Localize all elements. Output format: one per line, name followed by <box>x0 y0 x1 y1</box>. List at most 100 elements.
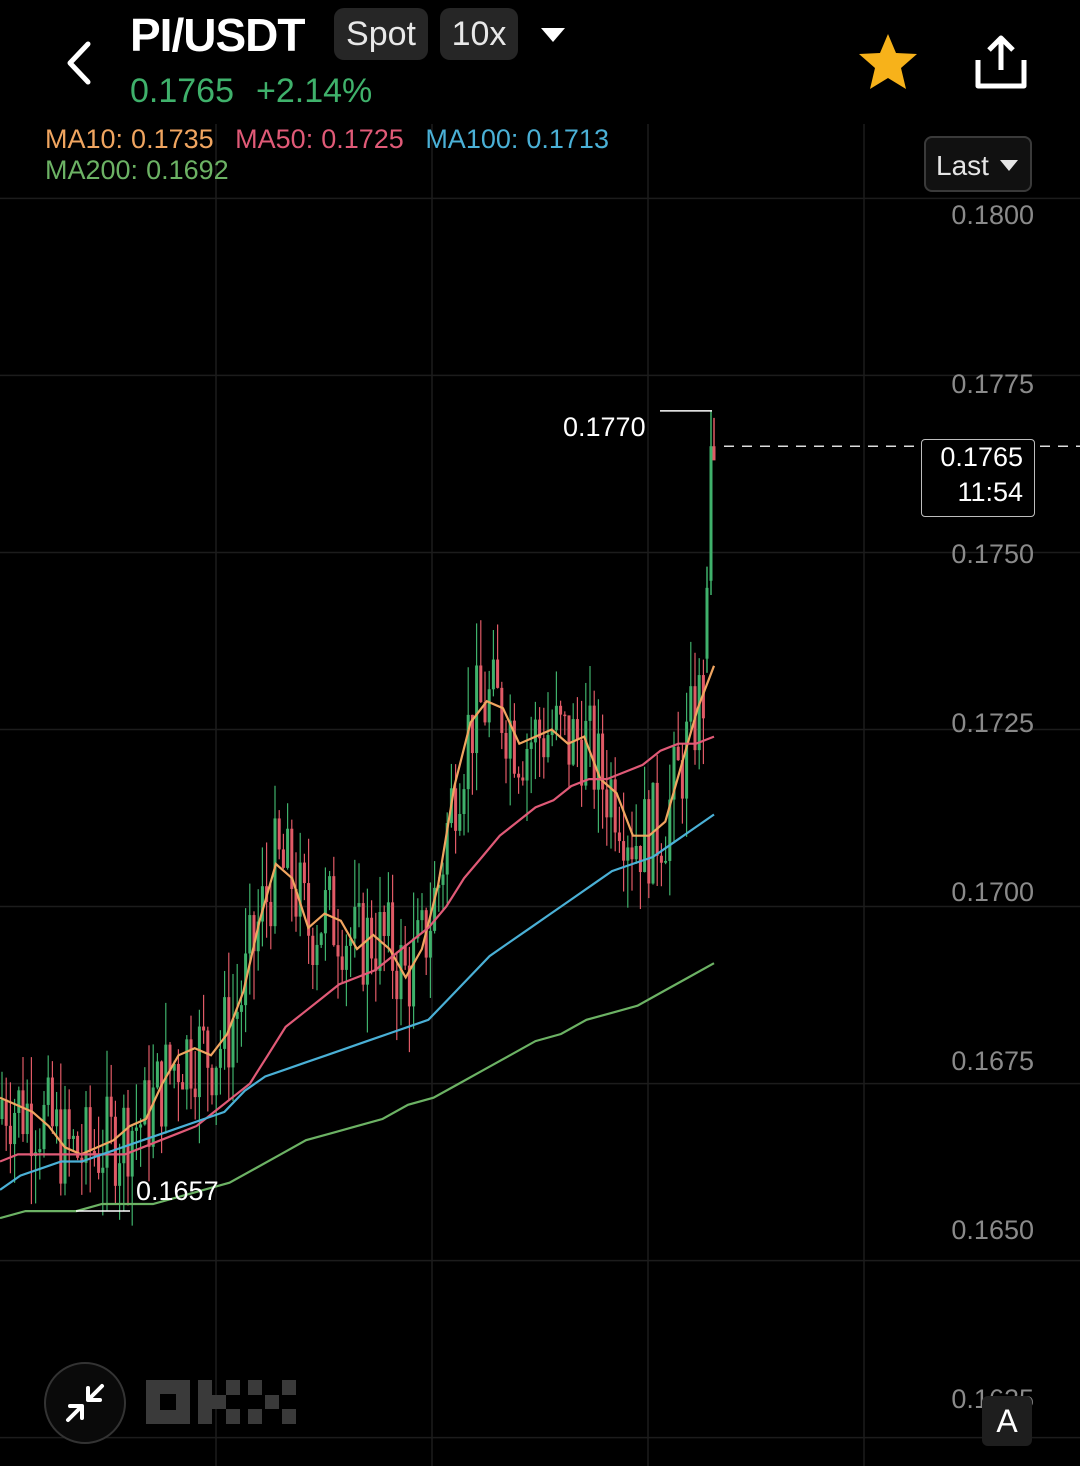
candle-body <box>109 1096 113 1117</box>
candle-body <box>680 760 684 799</box>
candle-body <box>382 912 386 936</box>
candle-body <box>433 887 437 931</box>
candle-body <box>67 1109 71 1139</box>
candle-body <box>323 890 327 934</box>
candle-body <box>508 720 512 759</box>
candle-body <box>46 1077 50 1105</box>
candle-body <box>676 746 680 761</box>
candle-body <box>668 799 672 861</box>
candle-body <box>428 930 432 958</box>
favorite-button[interactable] <box>856 30 920 94</box>
candle-body <box>332 876 336 946</box>
candle-body <box>622 841 626 861</box>
share-button[interactable] <box>968 30 1034 94</box>
candle-body <box>315 944 319 966</box>
collapse-chart-button[interactable] <box>44 1362 126 1444</box>
candle-body <box>546 735 550 758</box>
candle-body <box>101 1167 105 1173</box>
candle-body <box>491 659 495 690</box>
candle-body <box>365 917 369 985</box>
candle-body <box>50 1077 54 1127</box>
y-tick-label: 0.1700 <box>951 877 1034 907</box>
candle-body <box>59 1109 63 1184</box>
candle-body <box>475 665 479 754</box>
candlestick-chart[interactable] <box>0 124 1080 1466</box>
candle-body <box>42 1104 46 1150</box>
candle-body <box>139 1124 143 1128</box>
candle-body <box>294 888 298 917</box>
last-price: 0.1765 <box>130 72 234 110</box>
candle-body <box>130 1130 134 1177</box>
candle-body <box>554 705 558 731</box>
ma100-line <box>0 813 715 1191</box>
current-price-value: 0.1765 <box>940 442 1023 472</box>
candle-body <box>76 1135 80 1158</box>
candle-body <box>8 1125 12 1145</box>
candle-body <box>445 823 449 875</box>
candle-body <box>659 855 663 863</box>
candle-body <box>634 845 638 860</box>
candle-body <box>454 788 458 831</box>
candle-body <box>113 1116 117 1186</box>
auto-scale-button[interactable]: A <box>982 1396 1032 1446</box>
caret-down-icon <box>541 28 565 42</box>
candle-body <box>256 921 260 952</box>
candle-body <box>336 945 340 957</box>
candle-body <box>609 779 613 818</box>
candle-body <box>349 938 353 946</box>
pair-dropdown-button[interactable] <box>536 22 570 48</box>
candle-body <box>307 883 311 936</box>
price-summary: 0.1765 +2.14% <box>130 72 394 111</box>
ma-legend: MA10: 0.1735 MA50: 0.1725 MA100: 0.1713 MA2… <box>45 124 623 186</box>
candle-body <box>311 935 315 966</box>
candle-body <box>512 720 516 774</box>
price-type-label: Last <box>936 150 989 181</box>
candle-body <box>605 789 609 818</box>
candle-body <box>218 1048 222 1068</box>
candle-body <box>340 956 344 970</box>
candle-body <box>647 799 651 884</box>
header-bar: PI/USDT Spot 10x 0.1765 +2.14% <box>0 0 1080 124</box>
candle-body <box>525 748 529 781</box>
candle-body <box>319 933 323 945</box>
candle-body <box>273 818 277 927</box>
y-tick-label: 0.1650 <box>951 1215 1034 1245</box>
candle-body <box>235 1011 239 1019</box>
candle-body <box>626 847 630 861</box>
star-icon <box>859 34 917 89</box>
candle-body <box>370 917 374 959</box>
ma50-line <box>0 735 715 1163</box>
candle-body <box>160 1061 164 1127</box>
candle-body <box>21 1090 25 1135</box>
candle-body <box>210 1067 214 1096</box>
candle-body <box>613 779 617 833</box>
collapse-arrows-icon <box>66 1384 104 1422</box>
candle-body <box>550 730 554 736</box>
candle-body <box>181 1082 185 1090</box>
candle-body <box>260 886 264 922</box>
y-tick-label: 0.1800 <box>951 200 1034 230</box>
candle-body <box>596 733 600 790</box>
candle-body <box>672 746 676 800</box>
candle-body <box>302 862 306 884</box>
ma100-legend: MA100: 0.1713 <box>425 124 609 154</box>
ma200-line <box>0 962 715 1220</box>
candle-body <box>231 1018 235 1068</box>
candle-body <box>269 901 273 927</box>
candle-body <box>588 705 592 721</box>
candle-body <box>403 945 407 966</box>
candle-body <box>353 906 357 939</box>
back-button[interactable] <box>60 38 104 88</box>
candle-body <box>697 675 701 751</box>
pair-title[interactable]: PI/USDT <box>130 9 305 61</box>
candle-body <box>374 958 378 971</box>
candle-body <box>458 814 462 831</box>
market-type-chip[interactable]: Spot <box>334 8 428 60</box>
candle-body <box>712 446 716 461</box>
price-type-selector[interactable]: Last <box>924 136 1032 192</box>
candle-body <box>189 1039 193 1089</box>
leverage-chip[interactable]: 10x <box>440 8 518 60</box>
candle-body <box>168 1044 172 1071</box>
candle-body <box>416 920 420 939</box>
chevron-left-icon <box>67 41 91 85</box>
